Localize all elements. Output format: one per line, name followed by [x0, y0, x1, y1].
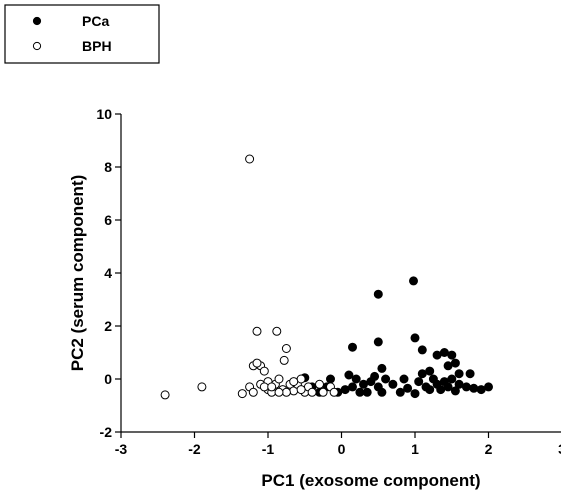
data-point-pca	[425, 366, 435, 376]
data-point-bph	[252, 326, 262, 336]
data-point-pca	[454, 379, 464, 389]
data-point-pca	[450, 386, 460, 396]
legend-box	[4, 4, 160, 64]
data-point-bph	[252, 358, 262, 368]
data-point-pca	[340, 385, 350, 395]
x-tick-label: 3	[558, 441, 561, 457]
data-point-pca	[388, 379, 398, 389]
data-point-pca	[439, 348, 449, 357]
data-point-pca	[443, 382, 453, 392]
data-point-pca	[351, 374, 361, 384]
data-point-bph	[274, 374, 284, 384]
data-point-bph	[289, 377, 299, 387]
y-tick-label: 8	[104, 159, 112, 175]
data-point-bph	[329, 387, 339, 397]
x-tick-label: 0	[338, 441, 346, 457]
data-point-pca	[348, 342, 357, 352]
data-point-pca	[476, 385, 486, 395]
data-point-bph	[281, 344, 291, 353]
data-point-bph	[248, 387, 258, 397]
data-point-pca	[373, 337, 383, 347]
data-point-pca	[454, 369, 464, 379]
data-point-pca	[410, 333, 420, 343]
data-point-pca	[417, 345, 427, 355]
data-points	[160, 154, 493, 400]
data-point-pca	[370, 371, 380, 381]
data-point-pca	[409, 276, 418, 286]
data-point-bph	[296, 385, 306, 395]
data-point-pca	[425, 385, 435, 395]
data-point-pca	[377, 387, 387, 397]
data-point-pca	[414, 377, 424, 387]
y-tick-label: -2	[100, 424, 113, 440]
x-ticks: -3 -2 -1 0 1 2 3	[115, 432, 561, 457]
x-tick-label: 2	[485, 441, 493, 457]
data-point-bph	[245, 154, 255, 164]
data-point-pca	[410, 389, 420, 399]
data-point-pca	[432, 350, 442, 360]
y-tick-label: 6	[104, 212, 112, 228]
x-axis-label: PC1 (exosome component)	[261, 471, 480, 490]
data-point-pca	[377, 363, 387, 373]
data-point-pca	[355, 387, 365, 397]
data-point-pca	[381, 374, 391, 384]
y-ticks: -2 0 2 4 6 8 10	[96, 106, 121, 440]
data-point-pca	[399, 374, 409, 384]
data-point-pca	[450, 358, 460, 368]
data-point-bph	[281, 387, 291, 397]
data-point-pca	[373, 289, 383, 299]
data-point-pca	[395, 387, 405, 397]
legend-marker-pca	[32, 16, 42, 26]
data-point-pca	[403, 383, 413, 393]
data-point-bph	[160, 390, 170, 400]
data-point-bph	[259, 382, 269, 392]
y-tick-label: 10	[96, 106, 112, 122]
data-point-bph	[318, 387, 328, 397]
data-point-bph	[197, 382, 207, 392]
data-point-bph	[307, 387, 317, 397]
data-point-pca	[362, 387, 372, 397]
legend-label-bph: BPH	[82, 38, 112, 54]
data-point-pca	[436, 385, 446, 395]
data-point-bph	[272, 326, 282, 336]
x-tick-label: -3	[115, 441, 128, 457]
data-point-pca	[447, 374, 457, 384]
data-point-pca	[326, 374, 335, 384]
legend-label-pca: PCa	[82, 13, 109, 29]
data-point-pca	[348, 382, 357, 392]
y-tick-label: 0	[104, 371, 112, 387]
data-point-pca	[461, 382, 471, 392]
data-point-pca	[465, 369, 475, 379]
x-tick-label: -1	[262, 441, 275, 457]
data-point-pca	[359, 379, 368, 389]
legend: PCa BPH	[4, 4, 160, 64]
data-point-bph	[279, 355, 289, 365]
x-tick-label: 1	[411, 441, 419, 457]
data-point-pca	[447, 350, 457, 360]
data-point-pca	[417, 369, 427, 379]
data-point-bph	[274, 387, 284, 397]
data-point-pca	[469, 383, 479, 393]
data-point-bph	[267, 382, 277, 392]
y-tick-label: 4	[104, 265, 112, 281]
data-point-bph	[237, 389, 247, 399]
data-point-pca	[484, 382, 493, 392]
data-point-bph	[315, 379, 324, 389]
data-point-pca	[443, 361, 453, 371]
data-point-bph	[259, 366, 269, 376]
x-tick-label: -2	[188, 441, 201, 457]
y-axis-label: PC2 (serum component)	[68, 175, 87, 371]
legend-marker-bph	[32, 41, 42, 51]
data-point-bph	[296, 374, 306, 384]
data-point-pca	[344, 370, 354, 380]
y-tick-label: 2	[104, 318, 112, 334]
